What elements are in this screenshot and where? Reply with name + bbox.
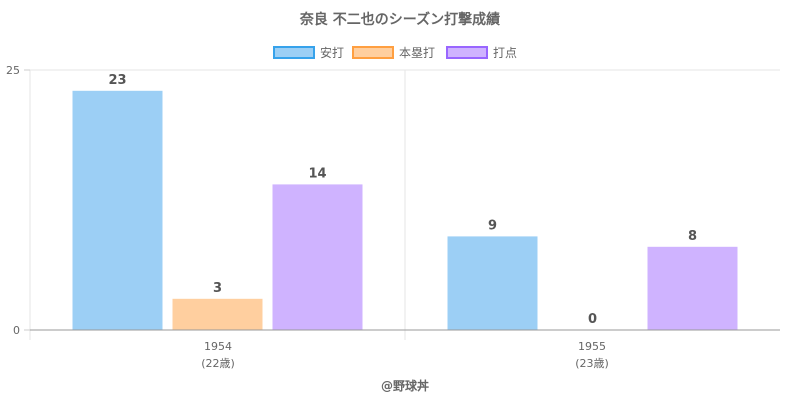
bar-1954-series-3 xyxy=(272,184,363,330)
legend-label-3: 打点 xyxy=(493,46,517,60)
bar-value-label-1955-series-3: 8 xyxy=(688,229,697,244)
bar-value-label-1954-series-1: 23 xyxy=(108,73,126,88)
legend: 安打 本塁打 打点 xyxy=(273,45,517,60)
x-axis: 1954 (22歳) 1955 (23歳) xyxy=(201,340,609,370)
bars: 23 3 14 9 0 8 xyxy=(72,73,738,330)
legend-label-2: 本塁打 xyxy=(399,46,435,60)
x-tick-label-1955: 1955 xyxy=(578,340,606,353)
bar-1955-series-3 xyxy=(647,246,738,330)
grid xyxy=(29,69,780,340)
bar-1955-series-1 xyxy=(447,236,538,330)
legend-swatch-2 xyxy=(352,46,394,59)
x-tick-age-1954: (22歳) xyxy=(201,357,235,370)
legend-swatch-3 xyxy=(446,46,488,59)
bar-value-label-1954-series-3: 14 xyxy=(308,166,326,181)
bar-value-label-1955-series-1: 9 xyxy=(488,218,497,233)
chart-title: 奈良 不二也のシーズン打撃成績 xyxy=(299,11,500,28)
legend-swatch-1 xyxy=(273,46,315,59)
x-tick-age-1955: (23歳) xyxy=(575,357,609,370)
y-axis: 25 0 xyxy=(6,64,30,337)
y-tick-label-bottom: 0 xyxy=(13,324,20,337)
y-tick-label-top: 25 xyxy=(6,64,20,77)
bar-1954-series-1 xyxy=(72,90,163,330)
bar-1954-series-2 xyxy=(172,298,263,330)
legend-label-1: 安打 xyxy=(320,45,344,60)
bar-value-label-1954-series-2: 3 xyxy=(213,281,222,296)
x-tick-label-1954: 1954 xyxy=(204,340,232,353)
bar-value-label-1955-series-2: 0 xyxy=(588,312,597,327)
footer-credit: @野球丼 xyxy=(381,378,429,393)
